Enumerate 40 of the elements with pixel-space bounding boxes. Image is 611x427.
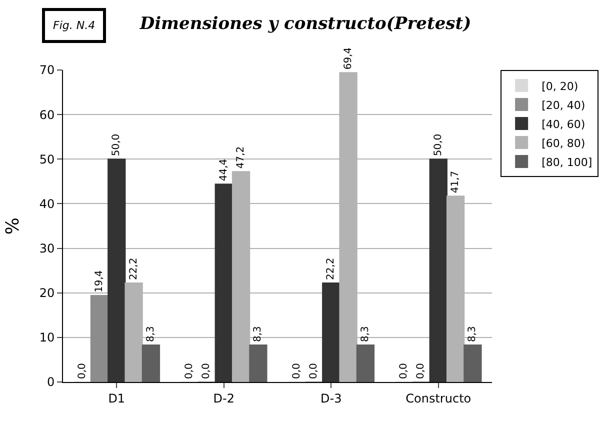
data-label: 0,0	[184, 363, 196, 379]
y-tick-label: 40	[39, 196, 55, 211]
y-tick-label: 0	[46, 375, 55, 390]
data-label: 22,2	[326, 258, 337, 280]
data-label: 0,0	[398, 363, 410, 379]
y-tick-label: 20	[39, 286, 55, 300]
y-tick-label: 60	[39, 108, 55, 122]
y-tick-label: 50	[39, 152, 55, 166]
y-tick-label: 70	[39, 63, 55, 78]
y-tick-label: 30	[39, 241, 55, 256]
y-tick-label: 10	[39, 330, 55, 345]
y-axis-title: %	[2, 217, 24, 235]
chart-title: Dimensiones y constructo(Pretest)	[138, 14, 472, 34]
x-tick-label: Constructo	[406, 391, 472, 406]
data-label: 22,2	[128, 258, 140, 280]
x-tick-label: D1	[108, 391, 126, 406]
data-label: 8,3	[360, 326, 371, 342]
legend-label: [60, 80)	[542, 136, 586, 150]
data-label: 44,4	[218, 158, 230, 182]
data-label: 8,3	[467, 326, 478, 342]
data-label: 41,7	[450, 170, 462, 194]
data-label: 0,0	[291, 363, 302, 379]
data-label: 0,0	[201, 363, 212, 379]
data-label: 50,0	[111, 134, 122, 156]
legend-label: [40, 60)	[542, 118, 586, 131]
data-label: 47,2	[236, 146, 247, 169]
data-label: 19,4	[94, 270, 105, 293]
data-label: 0,0	[416, 363, 427, 379]
x-tick-label: D-3	[320, 391, 342, 406]
data-label: 0,0	[76, 363, 88, 379]
data-label: 69,4	[342, 47, 354, 70]
data-label: 8,3	[252, 326, 264, 342]
legend-label: [80, 100]	[542, 156, 592, 169]
data-label: 8,3	[145, 326, 156, 342]
text: Fig. N.4	[53, 19, 96, 32]
data-label: 50,0	[432, 134, 444, 156]
data-label: 0,0	[308, 363, 320, 379]
x-tick-label: D-2	[213, 391, 234, 406]
legend-label: [0, 20)	[542, 80, 578, 93]
legend-label: [20, 40)	[542, 98, 586, 112]
